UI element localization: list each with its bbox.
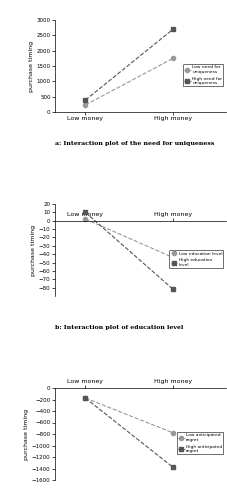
Legend: Low anticipated
regret, High anticipated
regret: Low anticipated regret, High anticipated… (176, 432, 222, 454)
High anticipated
regret (84, 395, 86, 401)
Text: b: Interaction plot of education level: b: Interaction plot of education level (54, 326, 182, 330)
Low education level (171, 254, 174, 260)
Low need for
uniqueness (84, 102, 86, 108)
Y-axis label: purchase timing: purchase timing (24, 408, 29, 460)
High need for
uniqueness (171, 26, 174, 32)
Line: Low education level: Low education level (83, 217, 174, 260)
Line: Low anticipated
regret: Low anticipated regret (83, 396, 174, 435)
Legend: Low need for
uniqueness, High need for
uniqueness: Low need for uniqueness, High need for u… (182, 64, 222, 86)
Low anticipated
regret (84, 395, 86, 401)
High need for
uniqueness (84, 97, 86, 103)
Line: High anticipated
regret: High anticipated regret (83, 396, 174, 469)
Line: Low need for
uniqueness: Low need for uniqueness (83, 56, 174, 107)
Y-axis label: purchase timing: purchase timing (29, 40, 34, 92)
Text: a: Interaction plot of the need for uniqueness: a: Interaction plot of the need for uniq… (54, 142, 213, 146)
Low education level (84, 216, 86, 222)
High anticipated
regret (171, 464, 174, 470)
Line: High need for
uniqueness: High need for uniqueness (83, 27, 174, 102)
Y-axis label: purchase timing: purchase timing (31, 224, 36, 276)
Low need for
uniqueness (171, 56, 174, 62)
Low anticipated
regret (171, 430, 174, 436)
Legend: Low education level, High education
level: Low education level, High education leve… (168, 250, 222, 268)
